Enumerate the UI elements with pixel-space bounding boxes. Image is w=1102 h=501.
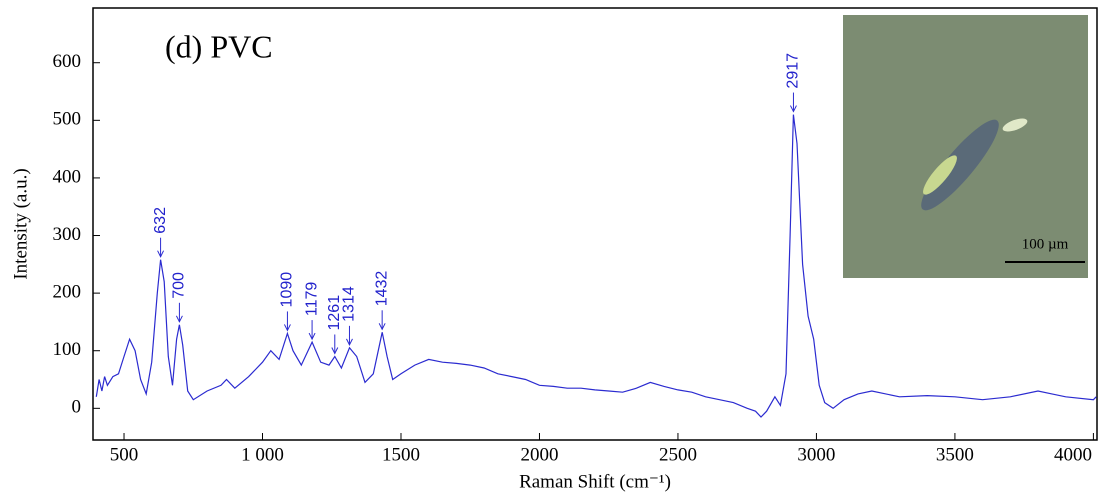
peak-arrowhead: [175, 315, 183, 323]
inset-particle: [921, 119, 999, 211]
peak-label: 1179: [303, 282, 320, 317]
peak-arrowhead: [378, 323, 386, 331]
x-tick-label: 500: [110, 444, 139, 465]
x-tick-label: 2000: [520, 444, 558, 465]
peak-arrowhead: [308, 332, 316, 341]
spectrum-line: [95, 114, 1097, 418]
peak-label: 1314: [341, 286, 358, 322]
inset-highlight: [1002, 118, 1028, 132]
y-tick-label: 500: [53, 109, 82, 130]
x-tick-label: 3000: [797, 444, 835, 465]
y-tick-label: 0: [72, 397, 82, 418]
peak-arrowhead: [157, 250, 165, 258]
x-tick-label: 4000: [1054, 444, 1092, 465]
x-tick-label: 3500: [936, 444, 974, 465]
peak-label: 700: [171, 272, 188, 299]
peak-label: 2917: [785, 53, 802, 89]
x-tick-label: 1 000: [241, 444, 284, 465]
x-tick-label: 1500: [382, 444, 420, 465]
inset-image: 100 µm: [843, 15, 1088, 278]
peak-label: 1432: [373, 271, 390, 307]
peak-arrowhead: [283, 324, 291, 332]
chart-title: (d) PVC: [165, 28, 273, 64]
x-axis-label: Raman Shift (cm⁻¹): [519, 471, 671, 492]
y-tick-label: 300: [53, 224, 82, 245]
peak-arrowhead: [789, 105, 797, 113]
peak-label: 632: [152, 207, 169, 234]
inset-highlight: [923, 155, 957, 195]
y-tick-label: 600: [53, 51, 82, 72]
peak-arrowhead: [331, 347, 339, 355]
y-tick-label: 200: [53, 281, 82, 302]
x-tick-label: 2500: [659, 444, 697, 465]
y-tick-label: 100: [53, 339, 82, 360]
y-axis-label: Intensity (a.u.): [10, 168, 31, 279]
peak-label: 1090: [279, 272, 296, 308]
peak-label: 1261: [326, 295, 343, 331]
peak-arrowhead: [346, 338, 353, 346]
plot-frame: [92, 7, 1098, 441]
y-tick-label: 400: [53, 166, 82, 187]
scale-label: 100 µm: [1022, 236, 1069, 252]
